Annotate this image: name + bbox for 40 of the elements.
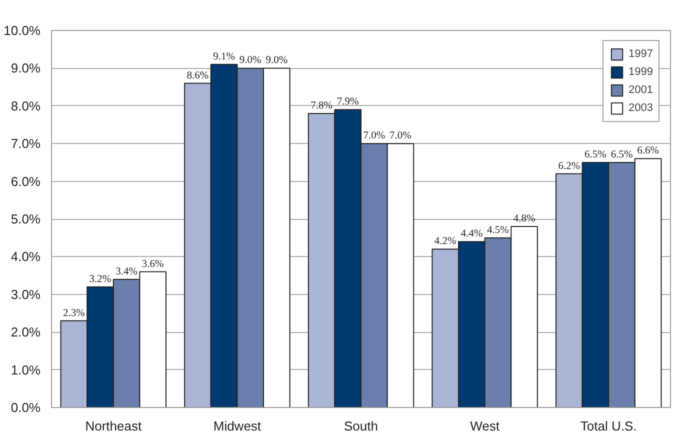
y-tick-label: 5.0% (10, 212, 41, 226)
data-label: 7.9% (336, 96, 360, 108)
x-tick-label: West (470, 418, 500, 434)
data-label: 8.6% (186, 70, 209, 82)
y-tick-label: 9.0% (10, 60, 41, 76)
y-tick-label: 4.0% (10, 249, 41, 264)
data-label: 6.5% (610, 149, 633, 160)
x-tick-label: Northeast (85, 418, 142, 434)
y-tick-label: 2.0% (10, 324, 41, 340)
legend-label: 1999 (628, 65, 653, 79)
data-label: 4.4% (460, 228, 483, 240)
legend-label: 1997 (628, 47, 653, 61)
x-tick-label: Total U.S. (580, 418, 637, 434)
data-label: 4.2% (434, 236, 457, 248)
y-tick-label: 6.0% (10, 174, 41, 189)
data-label: 3.2% (89, 274, 112, 285)
y-tick-label: 10.0% (4, 23, 41, 38)
x-tick-label: Midwest (213, 418, 262, 434)
data-label: 6.6% (637, 146, 660, 157)
y-tick-label: 3.0% (10, 286, 41, 302)
data-label: 9.0% (239, 55, 262, 66)
legend-label: 2001 (628, 83, 653, 97)
y-tick-label: 0.0% (10, 400, 41, 415)
data-label: 6.2% (558, 160, 580, 172)
data-label: 7.0% (390, 130, 412, 142)
x-tick-label: South (344, 418, 378, 434)
data-label: 3.4% (116, 266, 138, 278)
data-label: 9.1% (213, 51, 236, 62)
y-tick-label: 8.0% (10, 98, 41, 114)
data-label: 9.0% (266, 55, 288, 66)
data-label: 7.0% (363, 130, 386, 142)
data-label: 3.6% (142, 258, 164, 270)
data-label: 2.3% (63, 308, 86, 319)
data-label: 7.8% (310, 100, 333, 112)
data-label: 4.8% (513, 214, 536, 225)
legend-label: 2003 (628, 101, 653, 115)
data-label: 4.5% (487, 224, 510, 236)
data-label: 6.5% (584, 149, 607, 160)
y-tick-label: 1.0% (10, 362, 41, 378)
y-tick-label: 7.0% (10, 136, 41, 152)
